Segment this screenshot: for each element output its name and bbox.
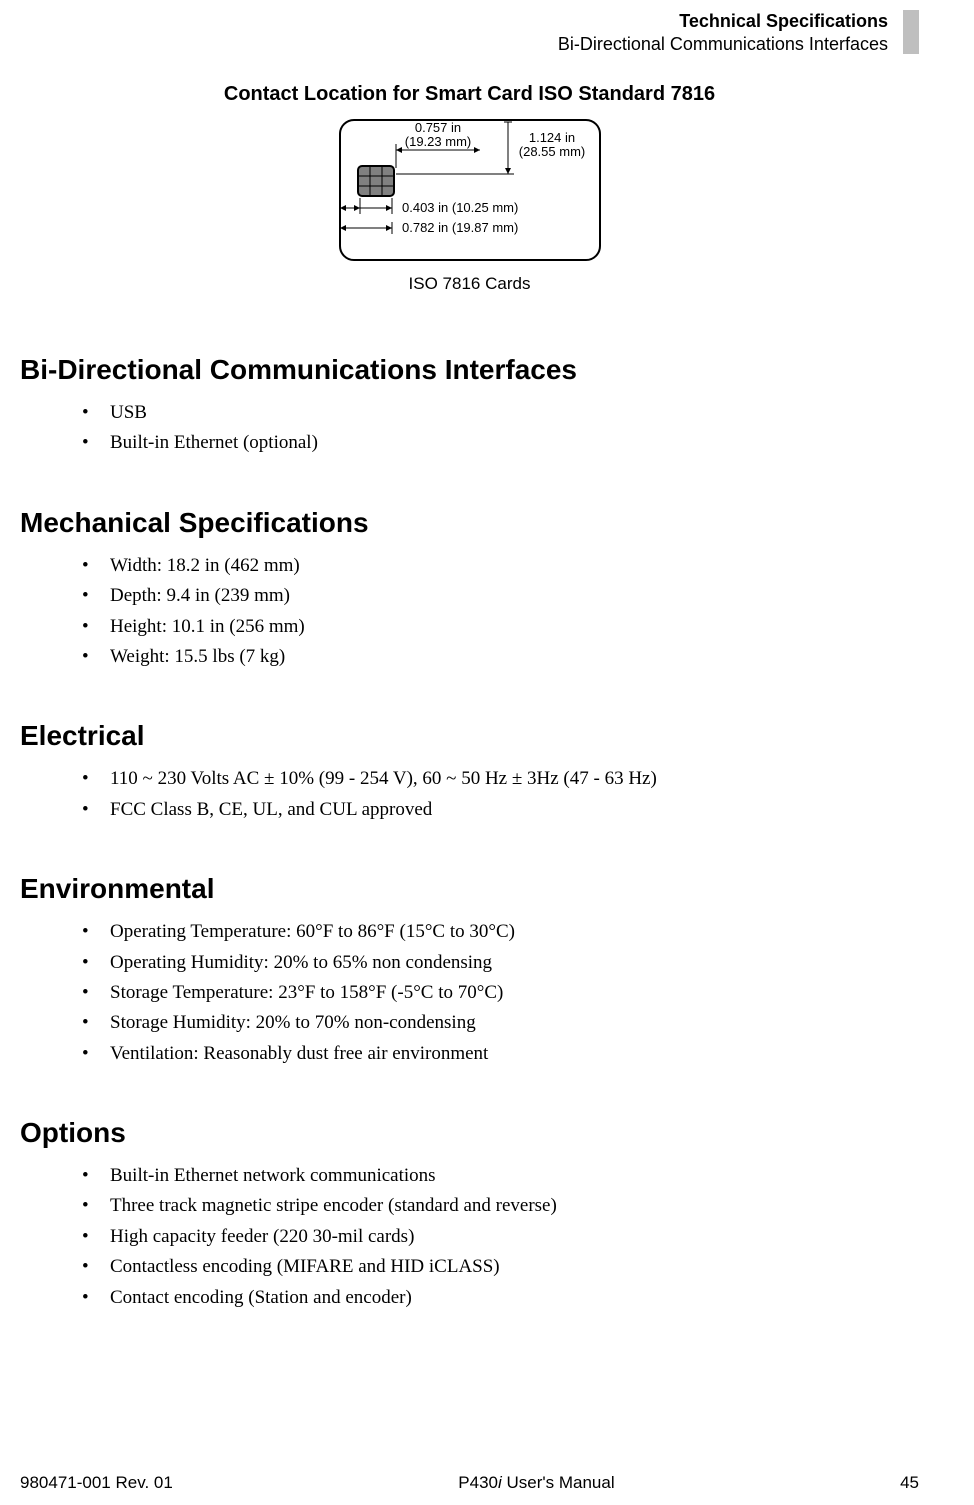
list-item: High capacity feeder (220 30-mil cards) xyxy=(82,1222,919,1252)
list-item: Weight: 15.5 lbs (7 kg) xyxy=(82,642,919,672)
list-item: FCC Class B, CE, UL, and CUL approved xyxy=(82,795,919,825)
list-item: Built-in Ethernet network communications xyxy=(82,1161,919,1191)
env-list: Operating Temperature: 60°F to 86°F (15°… xyxy=(82,917,919,1069)
section-heading-opt: Options xyxy=(20,1117,919,1149)
page-header: Technical Specifications Bi-Directional … xyxy=(20,10,919,55)
footer-center-post: User's Manual xyxy=(502,1473,615,1492)
list-item: Operating Temperature: 60°F to 86°F (15°… xyxy=(82,917,919,947)
list-item: Depth: 9.4 in (239 mm) xyxy=(82,581,919,611)
list-item: Contact encoding (Station and encoder) xyxy=(82,1283,919,1313)
dim-label: (28.55 mm) xyxy=(518,144,584,159)
list-item: Built-in Ethernet (optional) xyxy=(82,428,919,458)
list-item: Contactless encoding (MIFARE and HID iCL… xyxy=(82,1252,919,1282)
chip-icon xyxy=(358,166,394,196)
list-item: Storage Humidity: 20% to 70% non-condens… xyxy=(82,1008,919,1038)
diagram-title: Contact Location for Smart Card ISO Stan… xyxy=(20,83,919,106)
section-heading-mech: Mechanical Specifications xyxy=(20,507,919,539)
diagram-caption: ISO 7816 Cards xyxy=(20,274,919,294)
list-item: 110 ~ 230 Volts AC ± 10% (99 - 254 V), 6… xyxy=(82,764,919,794)
footer-left: 980471-001 Rev. 01 xyxy=(20,1473,173,1493)
section-heading-env: Environmental xyxy=(20,873,919,905)
dim-label: (19.23 mm) xyxy=(404,134,470,149)
list-item: Three track magnetic stripe encoder (sta… xyxy=(82,1191,919,1221)
comm-list: USB Built-in Ethernet (optional) xyxy=(82,398,919,459)
list-item: Ventilation: Reasonably dust free air en… xyxy=(82,1039,919,1069)
list-item: Operating Humidity: 20% to 65% non conde… xyxy=(82,948,919,978)
dim-label: 0.782 in (19.87 mm) xyxy=(402,220,518,235)
footer-page-number: 45 xyxy=(900,1473,919,1493)
smart-card-diagram: Contact Location for Smart Card ISO Stan… xyxy=(20,83,919,294)
elec-list: 110 ~ 230 Volts AC ± 10% (99 - 254 V), 6… xyxy=(82,764,919,825)
section-heading-comm: Bi-Directional Communications Interfaces xyxy=(20,354,919,386)
list-item: Width: 18.2 in (462 mm) xyxy=(82,551,919,581)
list-item: Height: 10.1 in (256 mm) xyxy=(82,612,919,642)
list-item: Storage Temperature: 23°F to 158°F (-5°C… xyxy=(82,978,919,1008)
list-item: USB xyxy=(82,398,919,428)
section-heading-elec: Electrical xyxy=(20,720,919,752)
page-footer: 980471-001 Rev. 01 P430i User's Manual 4… xyxy=(20,1473,919,1493)
dim-label: 0.757 in xyxy=(414,120,460,135)
mech-list: Width: 18.2 in (462 mm) Depth: 9.4 in (2… xyxy=(82,551,919,673)
header-title: Technical Specifications xyxy=(679,11,888,31)
header-tab-decoration xyxy=(903,10,919,54)
document-page: Technical Specifications Bi-Directional … xyxy=(0,0,974,1505)
opt-list: Built-in Ethernet network communications… xyxy=(82,1161,919,1313)
header-subtitle: Bi-Directional Communications Interfaces xyxy=(558,34,888,54)
footer-center: P430i User's Manual xyxy=(173,1473,900,1493)
iso-card-svg: 0.757 in (19.23 mm) 1.124 in (28.55 mm) … xyxy=(320,110,620,270)
dim-label: 0.403 in (10.25 mm) xyxy=(402,200,518,215)
footer-center-pre: P430 xyxy=(458,1473,498,1492)
dim-label: 1.124 in xyxy=(528,130,574,145)
